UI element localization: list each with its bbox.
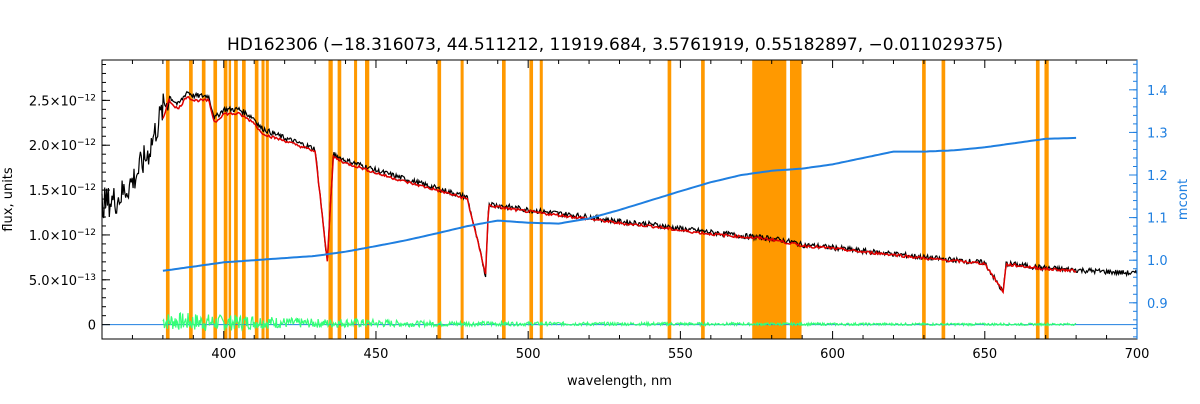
masked-region-band [201, 60, 206, 339]
masked-region-band [789, 60, 802, 339]
masked-region-band [242, 60, 246, 339]
series-continuum [162, 136, 1077, 272]
y-right-tick-label: 1.2 [1147, 169, 1168, 184]
x-tick-label: 500 [516, 347, 541, 362]
x-tick-label: 700 [1125, 347, 1150, 362]
x-tick-label: 650 [972, 347, 997, 362]
x-tick-label: 400 [211, 347, 236, 362]
y-tick-label: 2.0×10−12 [29, 138, 96, 154]
masked-region-band [1035, 60, 1040, 339]
masked-region-band [354, 60, 358, 339]
y-right-tick-label: 1.1 [1147, 212, 1168, 227]
masked-region-band [460, 60, 464, 339]
masked-region-band [165, 60, 170, 339]
y-right-axis-label: mcont [1176, 179, 1191, 220]
masked-region-band [667, 60, 672, 339]
masked-region-band [752, 60, 787, 339]
ticks-layer: 400 450 500 550 600 650 700 0 5.0×10−13 1.0×10−12… [29, 60, 1168, 362]
masked-region-band [941, 60, 946, 339]
masked-region-band [261, 60, 265, 339]
x-axis-label: wavelength, nm [567, 374, 672, 389]
masked-regions-layer [165, 60, 1049, 339]
masked-region-band [529, 60, 534, 339]
x-tick-label: 450 [364, 347, 389, 362]
masked-region-band [365, 60, 370, 339]
y-right-tick-label: 1.3 [1147, 126, 1168, 141]
series-layer [101, 90, 1138, 332]
y-axis-label: flux, units [1, 167, 16, 232]
y-tick-label: 5.0×10−13 [29, 273, 96, 289]
masked-region-band [228, 60, 232, 339]
y-tick-label: 1.0×10−12 [29, 228, 96, 244]
y-right-tick-label: 1.0 [1147, 254, 1168, 269]
y-right-tick-label: 0.9 [1147, 297, 1168, 312]
series-residual [162, 311, 1077, 332]
masked-region-band [265, 60, 269, 339]
masked-region-band [213, 60, 218, 339]
masked-region-band [437, 60, 442, 339]
y-tick-label: 0 [88, 319, 96, 334]
y-tick-label: 1.5×10−12 [29, 183, 96, 199]
masked-region-band [539, 60, 543, 339]
masked-region-band [337, 60, 342, 339]
series-model [162, 95, 1077, 295]
masked-region-band [922, 60, 926, 339]
masked-region-band [501, 60, 506, 339]
masked-region-band [701, 60, 705, 339]
x-tick-label: 550 [668, 347, 693, 362]
masked-region-band [254, 60, 259, 339]
masked-region-band [234, 60, 238, 339]
x-tick-label: 600 [820, 347, 845, 362]
masked-region-band [189, 60, 193, 339]
masked-region-band [1044, 60, 1049, 339]
y-tick-label: 2.5×10−12 [29, 93, 96, 109]
chart-title: HD162306 (−18.316073, 44.511212, 11919.6… [227, 35, 1003, 55]
masked-region-band [223, 60, 228, 339]
y-right-tick-label: 1.4 [1147, 84, 1168, 99]
